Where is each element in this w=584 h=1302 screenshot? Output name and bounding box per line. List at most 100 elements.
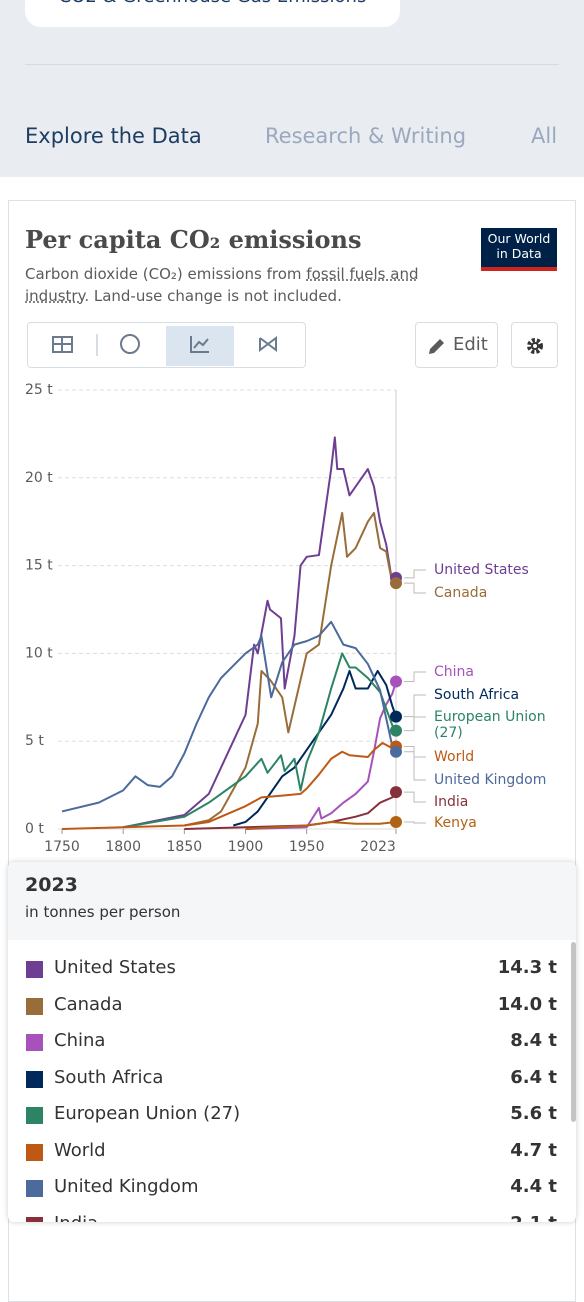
legend-value: 4.7 t — [510, 1139, 557, 1161]
legend-row: China 8.4 t — [26, 1030, 557, 1060]
toolbar-icons — [52, 334, 277, 356]
line-label: China — [434, 664, 474, 680]
legend-name: United Kingdom — [54, 1176, 199, 1197]
line-label: World — [434, 749, 475, 765]
gear-icon — [527, 338, 543, 354]
label-leader — [404, 716, 426, 732]
legend-row: European Union (27) 5.6 t — [26, 1103, 557, 1133]
legend-value: 5.6 t — [510, 1103, 557, 1124]
legend-value: 4.4 t — [510, 1176, 557, 1197]
legend-swatch — [26, 1070, 43, 1088]
tab[interactable]: Research & Writing — [265, 124, 467, 148]
tab[interactable]: All — [531, 124, 558, 148]
logo[interactable]: Our World in Data — [481, 228, 557, 271]
legend-swatch — [26, 1143, 43, 1161]
series-line — [245, 681, 397, 830]
scrollbar[interactable] — [571, 942, 576, 1122]
legend-name: China — [54, 1030, 106, 1051]
line-label: South Africa — [434, 687, 520, 703]
end-dot — [390, 675, 402, 688]
legend-name: United States — [54, 957, 176, 978]
line-label: Kenya — [434, 815, 477, 831]
tooltip-unit: in tonnes per person — [25, 903, 181, 921]
map-icon[interactable] — [120, 334, 140, 354]
legend-value: 2.1 t — [510, 1213, 557, 1223]
label-leader — [404, 569, 426, 579]
label-leader — [404, 791, 426, 803]
separator — [25, 64, 559, 65]
tooltip: 2023 in tonnes per person United States 1… — [8, 862, 576, 1222]
end-dot — [390, 724, 402, 737]
legend-swatch — [26, 1034, 43, 1051]
y-tick-label: 25 t — [25, 382, 53, 398]
series-line — [122, 436, 397, 829]
legend-value: 8.4 t — [510, 1030, 557, 1051]
legend-swatch — [26, 961, 43, 978]
end-dot — [390, 745, 402, 758]
slope-icon[interactable] — [259, 336, 277, 352]
chart-title: Per capita CO₂ emissions — [25, 225, 362, 254]
tab[interactable]: Explore the Data — [25, 124, 202, 148]
series-line — [184, 791, 397, 830]
settings-button[interactable] — [511, 322, 558, 368]
legend-swatch — [26, 1216, 43, 1222]
subtitle-text: . Land-use change is not included. — [84, 287, 342, 305]
chart-subtitle: Carbon dioxide (CO₂) emissions from foss… — [25, 263, 465, 307]
y-tick-label: 0 t — [25, 821, 44, 837]
legend-value: 14.0 t — [497, 993, 557, 1015]
y-tick-label: 15 t — [25, 558, 53, 574]
chart: 0 t 5 t 10 t 15 t 20 t 25 t 1750 1800 1850 1900 19… — [25, 382, 426, 855]
series-line — [61, 620, 397, 813]
top-bar: CO2 & Greenhouse Gas Emissions Explore t… — [0, 0, 584, 177]
legend-row: World 4.7 t — [26, 1140, 557, 1170]
legend-row: United Kingdom 4.4 t — [26, 1176, 557, 1206]
topic-card[interactable]: CO2 & Greenhouse Gas Emissions — [25, 0, 400, 27]
end-dot — [390, 786, 402, 799]
pencil-icon — [429, 339, 444, 354]
x-tick-label: 2023 — [360, 839, 396, 855]
y-tick-label: 20 t — [25, 470, 53, 486]
legend-row: India 2.1 t — [26, 1213, 557, 1223]
legend-value: 14.3 t — [497, 957, 557, 978]
tooltip-year: 2023 — [25, 874, 78, 896]
y-tick-label: 5 t — [25, 733, 44, 749]
line-label: India — [434, 794, 469, 810]
label-leader — [404, 671, 426, 682]
end-dot — [390, 577, 402, 590]
legend-name: European Union (27) — [54, 1103, 241, 1124]
x-tick-label: 1750 — [44, 839, 80, 855]
label-leader — [404, 751, 426, 781]
legend-name: South Africa — [54, 1066, 164, 1088]
label-leader — [404, 694, 426, 718]
legend-swatch — [26, 1180, 43, 1197]
x-tick-label: 1800 — [105, 839, 141, 855]
line-label: United Kingdom — [434, 772, 547, 788]
legend-value: 6.4 t — [510, 1066, 557, 1088]
subtitle-text: Carbon dioxide (CO₂) emissions from — [25, 265, 307, 283]
legend-row: Canada 14.0 t — [26, 994, 557, 1024]
view-toolbar — [27, 322, 306, 368]
label-leader — [404, 821, 426, 824]
y-tick-label: 10 t — [25, 645, 53, 661]
legend-row: South Africa 6.4 t — [26, 1067, 557, 1097]
end-dot — [390, 710, 402, 723]
line-label: United States — [434, 562, 529, 578]
tooltip-header — [8, 862, 576, 940]
series-line — [123, 652, 397, 829]
end-dot — [390, 815, 402, 828]
line-icon[interactable] — [190, 336, 209, 353]
x-tick-label: 1950 — [289, 839, 325, 855]
selected-tab[interactable] — [166, 326, 234, 366]
legend-row: United States 14.3 t — [26, 957, 557, 987]
line-label: Canada — [434, 585, 488, 601]
legend-swatch — [26, 1107, 43, 1124]
legend-name: India — [54, 1213, 98, 1223]
series-line — [245, 820, 397, 830]
legend-name: Canada — [54, 993, 123, 1015]
subtitle-link[interactable]: fossil fuels and industry — [25, 265, 419, 305]
x-tick-label: 1900 — [228, 839, 264, 855]
edit-label: Edit — [453, 334, 488, 355]
series-line — [61, 741, 397, 830]
edit-button[interactable]: Edit — [415, 322, 498, 368]
